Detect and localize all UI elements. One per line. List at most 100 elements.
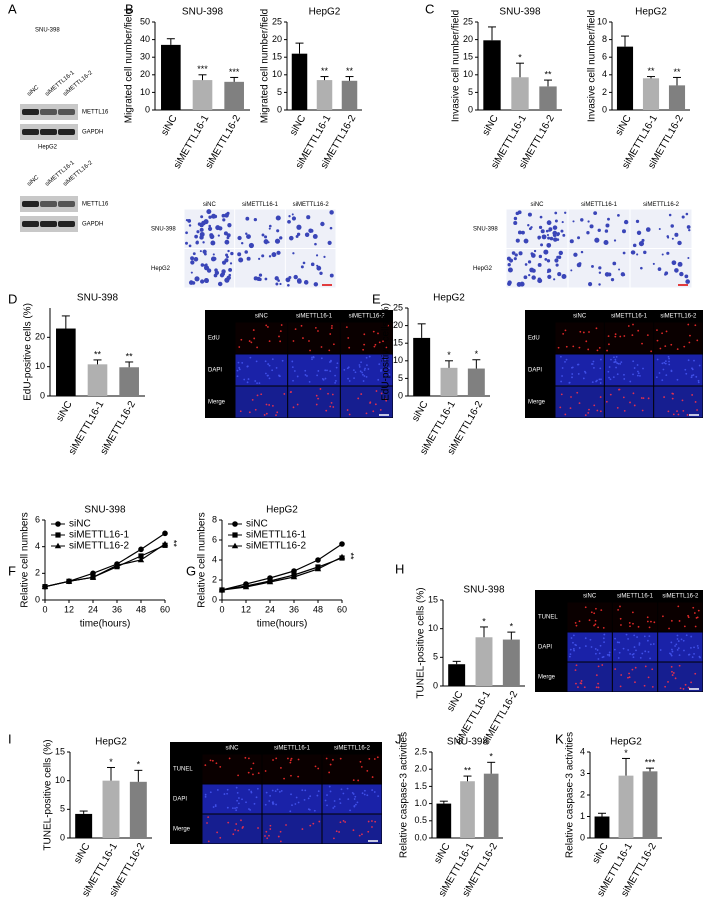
cell-dot — [688, 341, 691, 344]
micrograph — [235, 322, 288, 354]
cell-dot — [696, 339, 699, 342]
cell-dot — [639, 657, 642, 659]
cell-dot — [342, 792, 345, 795]
cell-dot — [629, 401, 631, 404]
bar — [594, 816, 610, 838]
x-tick-label: siNC — [54, 399, 74, 423]
x-tick-label: siNC — [614, 113, 634, 137]
cell-dot — [264, 277, 268, 281]
y-tick-label: 5 — [468, 87, 473, 97]
cell-dot — [360, 393, 363, 395]
bar — [448, 664, 466, 686]
lane-label: siNC — [26, 174, 40, 187]
cell-dot — [204, 764, 207, 767]
y-tick-label: 0 — [468, 104, 473, 114]
cell-dot — [297, 758, 300, 761]
cell-dot — [359, 760, 362, 763]
cell-dot — [208, 215, 212, 219]
cell-dot — [349, 809, 351, 812]
cell-dot — [335, 830, 338, 833]
cell-dot — [276, 411, 279, 414]
cell-dot — [280, 767, 282, 769]
cell-dot — [670, 224, 674, 228]
cell-dot — [572, 634, 575, 637]
cell-dot — [687, 616, 690, 619]
cell-dot — [231, 807, 234, 810]
cell-dot — [634, 666, 637, 669]
cell-dot — [343, 368, 346, 371]
micrograph — [262, 784, 322, 814]
bar — [87, 364, 108, 396]
micrograph — [235, 249, 285, 288]
y-tick-label: 50 — [140, 16, 150, 26]
y-tick-label: 15 — [272, 52, 282, 62]
cell-dot — [580, 680, 583, 682]
cell-dot — [346, 409, 349, 411]
cell-dot — [199, 250, 202, 253]
cell-dot — [620, 674, 623, 676]
cell-dot — [302, 261, 306, 265]
cell-dot — [650, 350, 653, 353]
band — [22, 221, 39, 227]
cell-dot — [587, 220, 590, 223]
cell-dot — [637, 372, 640, 375]
cell-dot — [306, 375, 308, 377]
cell-dot — [632, 243, 637, 248]
cell-dot — [265, 372, 267, 375]
bar — [56, 328, 76, 396]
cell-dot — [347, 337, 350, 339]
cell-dot — [677, 413, 680, 416]
cell-dot — [221, 269, 226, 274]
bar — [668, 85, 686, 110]
cell-dot — [232, 833, 235, 836]
y-tick-label: 15 — [463, 52, 473, 62]
cell-dot — [248, 808, 250, 810]
cell-dot — [617, 657, 620, 659]
cell-dot — [254, 380, 257, 382]
micrograph — [202, 814, 262, 844]
cell-dot — [330, 327, 333, 329]
cell-dot — [664, 345, 667, 347]
micrograph — [202, 754, 262, 784]
band — [58, 221, 75, 227]
cell-dot — [562, 333, 565, 335]
cell-dot — [378, 341, 381, 344]
cell-dot — [583, 686, 586, 689]
cell-dot — [556, 238, 560, 241]
cell-dot — [237, 252, 242, 257]
cell-dot — [315, 394, 318, 397]
cell-dot — [316, 794, 319, 797]
cell-dot — [317, 790, 320, 793]
cell-dot — [607, 335, 610, 338]
cell-dot — [334, 374, 337, 377]
cell-dot — [360, 361, 362, 364]
y-tick-label: 6 — [212, 534, 217, 544]
cell-dot — [245, 801, 247, 804]
cell-dot — [697, 647, 700, 649]
cell-dot — [207, 840, 210, 843]
cell-dot — [570, 396, 572, 398]
cell-dot — [671, 237, 674, 240]
cell-dot — [625, 633, 628, 636]
cell-dot — [253, 337, 256, 340]
bar — [129, 781, 147, 838]
cell-dot — [599, 410, 602, 413]
cell-dot — [258, 273, 263, 277]
cell-dot — [662, 615, 664, 618]
cell-dot — [690, 681, 693, 684]
cell-dot — [575, 682, 577, 685]
image-column-label: siMETTL16-1 — [242, 202, 279, 208]
cell-dot — [591, 381, 594, 383]
cell-dot — [376, 756, 379, 759]
cell-dot — [276, 788, 279, 791]
cell-dot — [287, 219, 291, 224]
cell-dot — [241, 361, 244, 364]
cell-dot — [656, 339, 659, 342]
cell-dot — [244, 756, 247, 759]
significance: * — [137, 760, 141, 770]
cell-dot — [200, 263, 205, 267]
x-tick-label: 24 — [88, 604, 98, 614]
band-label: GAPDH — [82, 130, 103, 136]
image-row-label: DAPI — [528, 368, 542, 374]
